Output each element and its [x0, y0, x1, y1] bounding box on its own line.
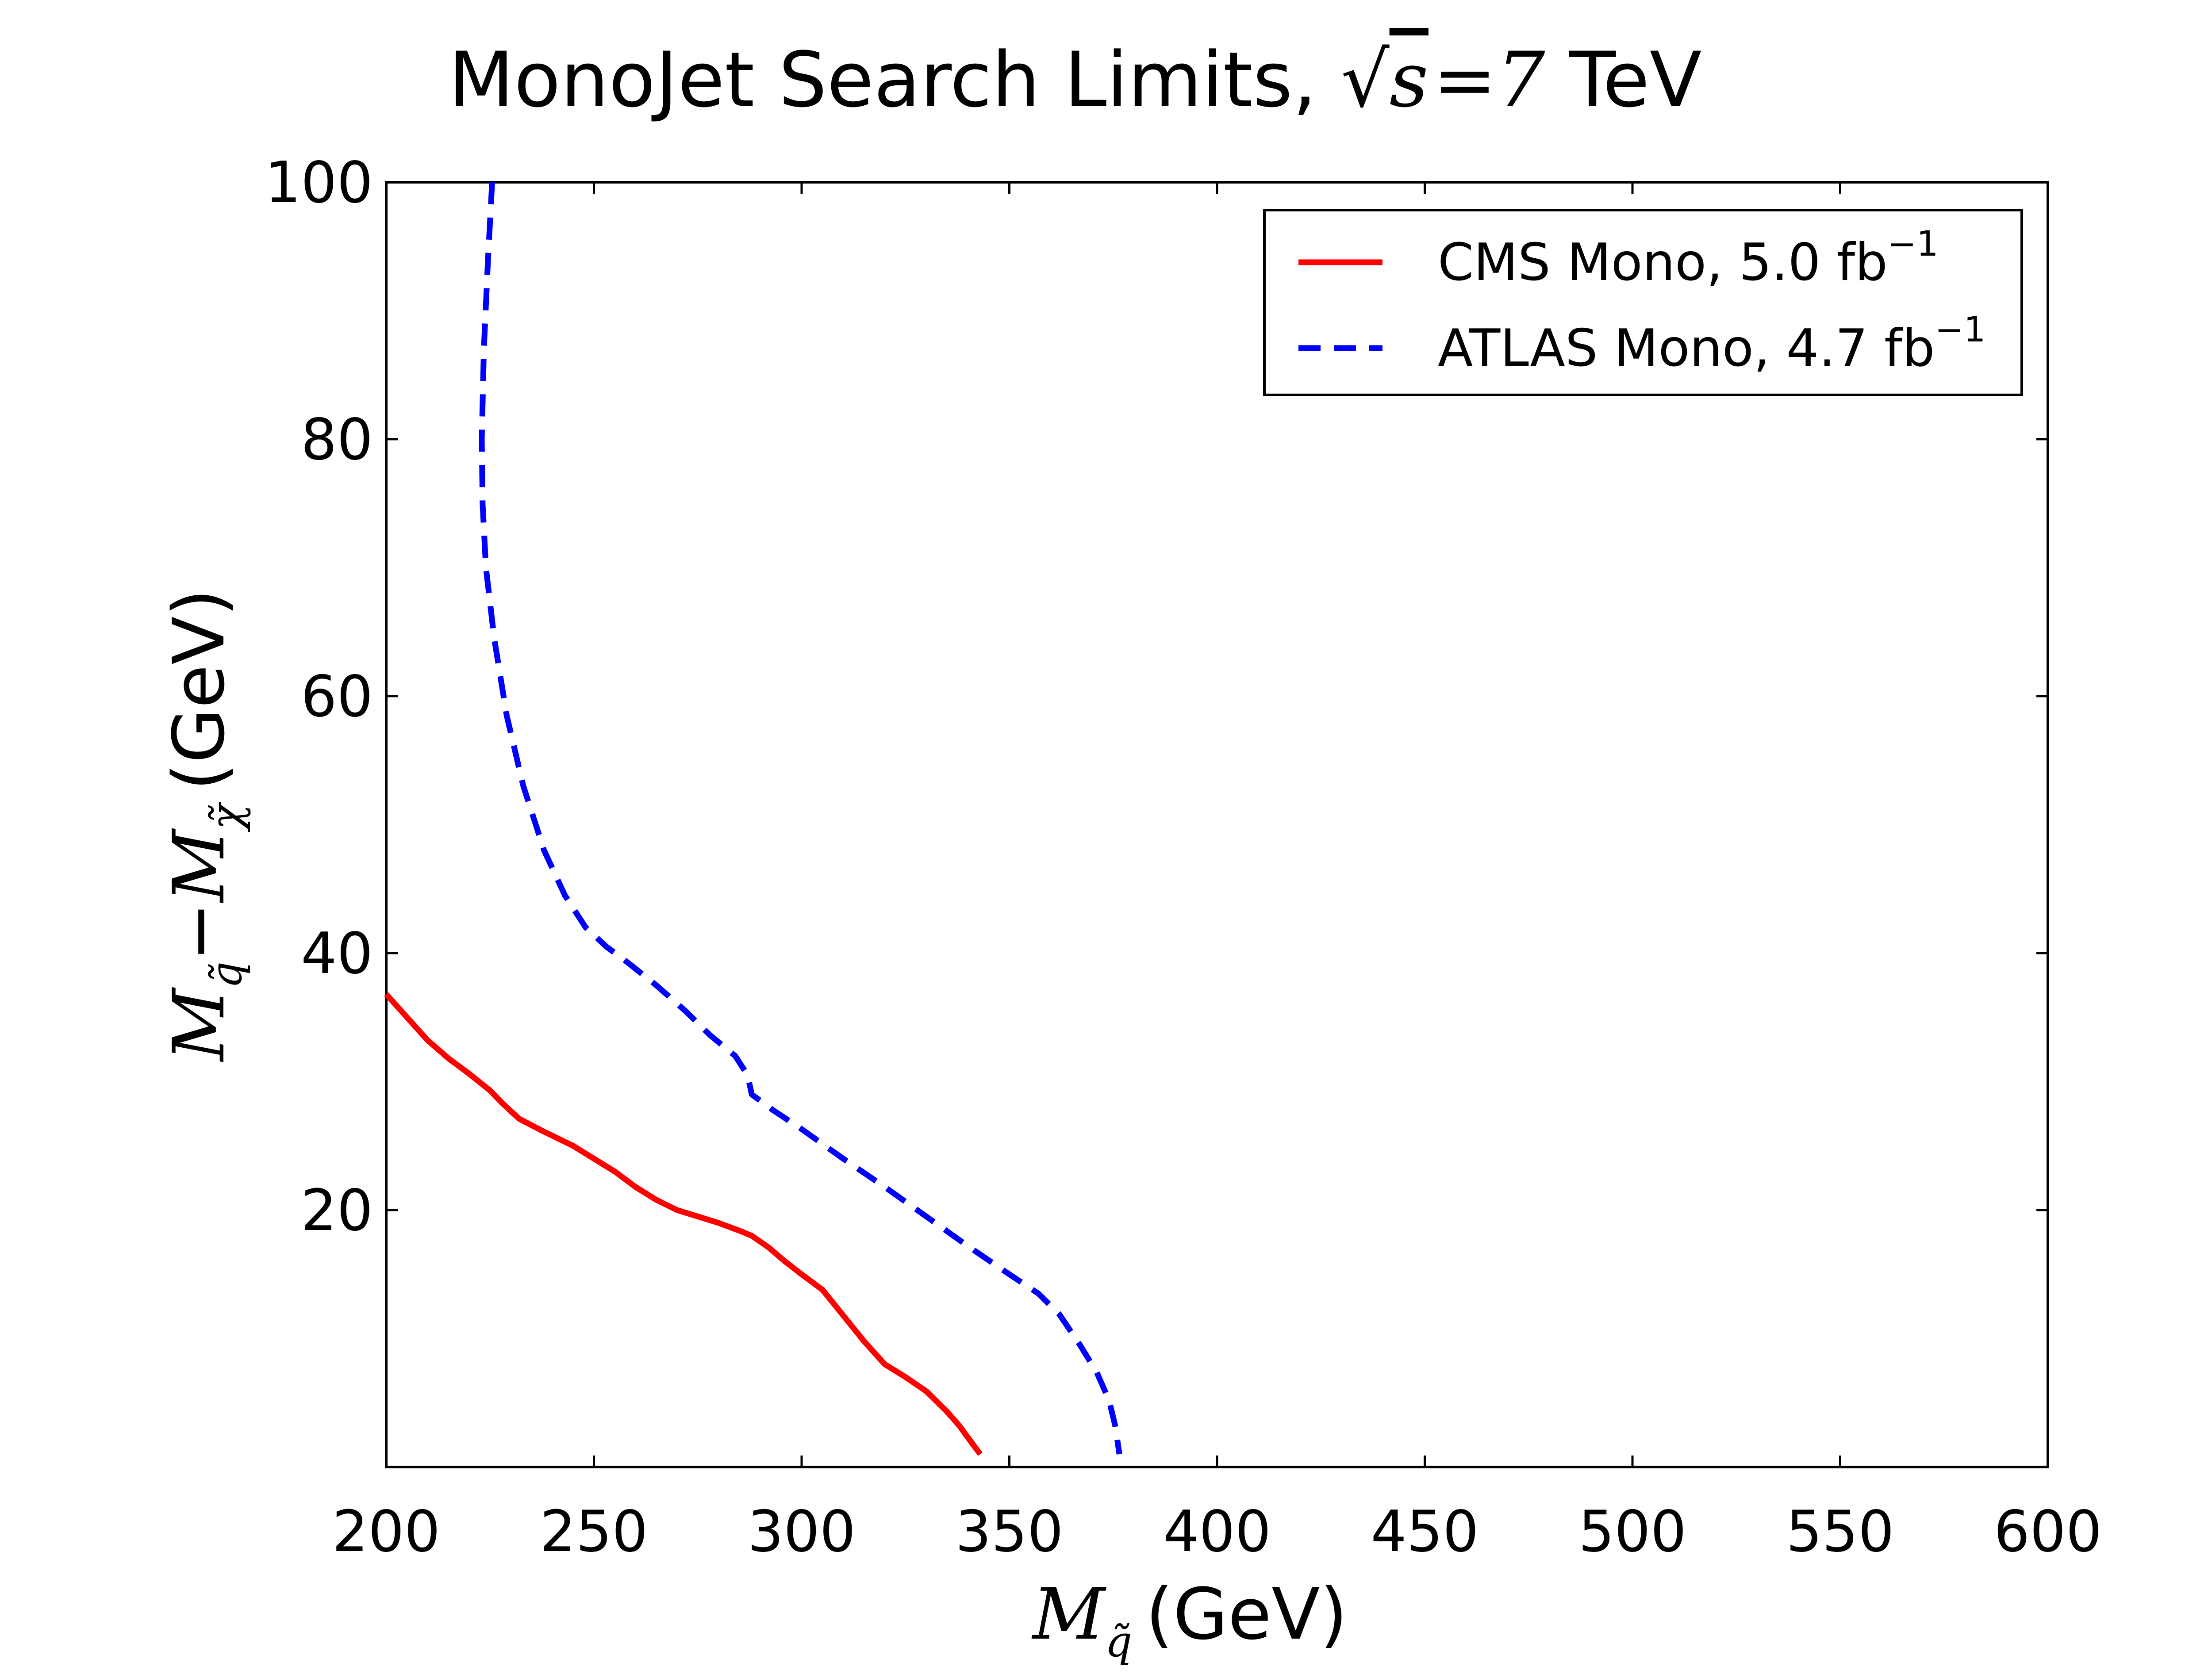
y-axis-ticks: 20 40 60 80 100 — [265, 150, 2048, 1244]
y-tick-label: 20 — [301, 1178, 373, 1244]
legend-label-cms: CMS Mono, 5.0 fb−1 — [1438, 224, 1939, 292]
chart-title-equals: = — [1433, 35, 1497, 124]
legend-label-cms-superscript: −1 — [1888, 224, 1939, 264]
x-tick-label: 350 — [955, 1499, 1063, 1565]
y-axis-label-minus: − — [157, 902, 240, 961]
x-axis-label-subscript: q̃ — [1105, 1617, 1132, 1666]
y-axis-label-sub2: χ̃ — [202, 802, 251, 832]
x-tick-label: 550 — [1786, 1499, 1894, 1565]
y-tick-label: 40 — [301, 921, 373, 987]
chart-title-sqrt-var: s — [1390, 35, 1429, 124]
series-line-cms — [384, 992, 983, 1456]
y-tick-label: 100 — [265, 150, 373, 216]
x-tick-label: 600 — [1994, 1499, 2102, 1565]
x-tick-label: 200 — [332, 1499, 440, 1565]
x-tick-label: 300 — [748, 1499, 856, 1565]
series-layer — [384, 182, 1122, 1456]
x-tick-label: 400 — [1163, 1499, 1271, 1565]
legend-box — [1263, 209, 2023, 396]
x-axis-label: Mq̃ (GeV) — [1031, 1573, 1348, 1666]
series-line-atlas — [479, 182, 1122, 1455]
legend-label-atlas-superscript: −1 — [1935, 310, 1985, 350]
chart-title-prefix: MonoJet Search Limits, — [449, 35, 1341, 124]
y-axis-label-symbol2: M — [157, 828, 240, 904]
y-tick-label: 60 — [301, 664, 373, 730]
y-axis-label-unit: (GeV) — [157, 589, 240, 791]
x-tick-label: 250 — [540, 1499, 648, 1565]
legend-label-cms-name: CMS Mono, 5.0 fb — [1438, 233, 1888, 292]
legend: CMS Mono, 5.0 fb−1 ATLAS Mono, 4.7 fb−1 — [1263, 209, 2023, 396]
x-axis-label-symbol: M — [1031, 1573, 1107, 1655]
sqrt-symbol: √ — [1341, 35, 1390, 124]
chart-title-unit: TeV — [1545, 35, 1701, 124]
legend-label-atlas-name: ATLAS Mono, 4.7 fb — [1438, 318, 1935, 378]
x-tick-label: 500 — [1578, 1499, 1686, 1565]
y-axis-label: Mq̃−Mχ̃(GeV) — [157, 589, 251, 1062]
legend-label-atlas: ATLAS Mono, 4.7 fb−1 — [1438, 310, 1985, 378]
chart-title-energy: 7 — [1497, 35, 1545, 124]
x-tick-label: 450 — [1371, 1499, 1479, 1565]
x-axis-ticks: 200 250 300 350 400 450 500 550 600 — [332, 182, 2102, 1565]
y-tick-label: 80 — [301, 407, 373, 473]
y-axis-label-sub1: q̃ — [202, 961, 251, 988]
y-axis-label-symbol1: M — [157, 987, 240, 1062]
x-axis-label-unit: (GeV) — [1145, 1573, 1348, 1655]
chart-title: MonoJet Search Limits, √s=7 TeV — [449, 35, 1702, 124]
